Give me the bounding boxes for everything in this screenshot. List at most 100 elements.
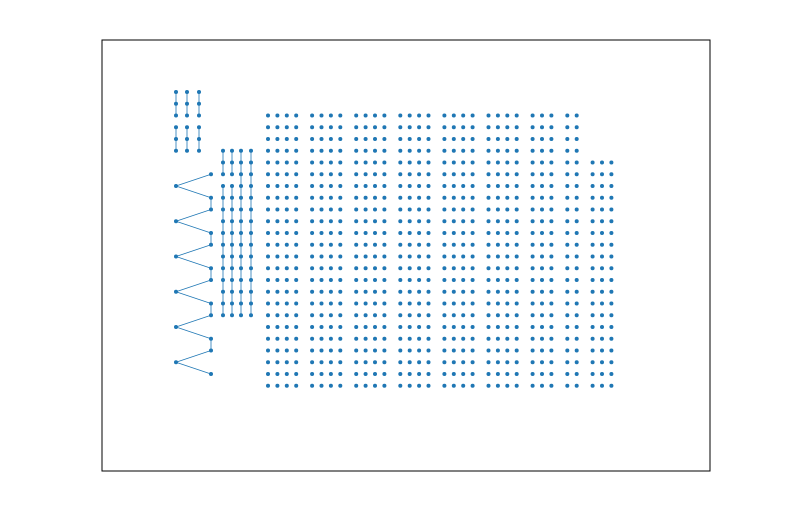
- grid-node: [486, 219, 491, 224]
- grid-node: [294, 336, 299, 341]
- middle-strip-node: [249, 219, 253, 224]
- grid-node: [442, 348, 447, 353]
- grid-node: [442, 219, 447, 224]
- grid-node: [426, 289, 431, 294]
- grid-node: [461, 301, 466, 306]
- grid-node: [530, 336, 535, 341]
- grid-node: [540, 372, 544, 376]
- grid-node: [590, 231, 595, 235]
- grid-node: [549, 313, 554, 318]
- grid-node: [495, 137, 500, 141]
- grid-node: [530, 372, 535, 376]
- middle-strip-node: [221, 266, 225, 271]
- grid-node: [565, 254, 570, 259]
- grid-node: [505, 336, 510, 341]
- grid-node: [363, 383, 368, 388]
- grid-node: [574, 372, 579, 376]
- grid-node: [310, 372, 315, 376]
- grid-node: [486, 195, 491, 200]
- grid-node: [294, 266, 299, 271]
- zigzag-node: [209, 195, 213, 200]
- zigzag-edge: [175, 314, 212, 328]
- grid-node: [590, 336, 595, 341]
- grid-node: [275, 254, 280, 259]
- grid-node: [373, 313, 377, 318]
- grid-node: [398, 160, 403, 165]
- grid-node: [495, 383, 500, 388]
- grid-node: [565, 184, 570, 188]
- grid-node: [514, 336, 519, 341]
- grid-node: [505, 301, 510, 306]
- left-strip-node: [174, 148, 178, 153]
- grid-node: [609, 325, 614, 329]
- grid-node: [495, 231, 500, 235]
- grid-node: [486, 113, 491, 118]
- zigzag-node: [209, 207, 213, 212]
- grid-node: [495, 348, 500, 353]
- middle-strip-node: [221, 184, 225, 188]
- grid-node: [319, 242, 324, 247]
- grid-node: [284, 172, 289, 177]
- left-strip-node: [174, 113, 178, 118]
- grid-node: [407, 113, 412, 118]
- grid-node: [495, 207, 500, 212]
- zigzag-edge: [175, 350, 212, 363]
- grid-node: [319, 219, 324, 224]
- grid-node: [266, 113, 270, 118]
- grid-node: [407, 184, 412, 188]
- grid-node: [470, 254, 475, 259]
- grid-node: [451, 313, 456, 318]
- middle-strip-node: [221, 289, 225, 294]
- grid-node: [310, 125, 315, 130]
- grid-node: [486, 325, 491, 329]
- grid-node: [319, 372, 324, 376]
- zigzag-node: [174, 289, 178, 294]
- grid-node: [417, 336, 422, 341]
- grid-node: [294, 231, 299, 235]
- grid-node: [426, 266, 431, 271]
- grid-node: [549, 289, 554, 294]
- nodes-layer: [174, 90, 614, 388]
- grid-node: [505, 113, 510, 118]
- grid-node: [275, 195, 280, 200]
- grid-node: [565, 137, 570, 141]
- grid-node: [549, 195, 554, 200]
- grid-node: [451, 219, 456, 224]
- grid-node: [382, 254, 387, 259]
- grid-node: [275, 313, 280, 318]
- grid-node: [363, 160, 368, 165]
- grid-node: [609, 289, 614, 294]
- grid-node: [505, 137, 510, 141]
- grid-node: [514, 360, 519, 365]
- grid-node: [451, 266, 456, 271]
- grid-node: [530, 231, 535, 235]
- grid-node: [354, 325, 359, 329]
- grid-node: [451, 242, 456, 247]
- grid-node: [470, 184, 475, 188]
- grid-node: [470, 372, 475, 376]
- grid-node: [373, 184, 377, 188]
- middle-strip-node: [221, 172, 225, 177]
- grid-node: [266, 242, 270, 247]
- grid-node: [284, 231, 289, 235]
- grid-node: [284, 289, 289, 294]
- grid-node: [310, 195, 315, 200]
- zigzag-edge: [175, 291, 212, 304]
- grid-node: [398, 360, 403, 365]
- grid-node: [461, 383, 466, 388]
- zigzag-node: [174, 219, 178, 224]
- grid-node: [451, 148, 456, 153]
- grid-node: [319, 360, 324, 365]
- grid-node: [600, 172, 604, 177]
- grid-node: [426, 195, 431, 200]
- grid-node: [319, 125, 324, 130]
- grid-node: [470, 125, 475, 130]
- zigzag-node: [209, 313, 213, 318]
- grid-node: [470, 325, 475, 329]
- grid-node: [461, 113, 466, 118]
- grid-node: [505, 148, 510, 153]
- grid-node: [442, 266, 447, 271]
- grid-node: [470, 301, 475, 306]
- grid-node: [275, 125, 280, 130]
